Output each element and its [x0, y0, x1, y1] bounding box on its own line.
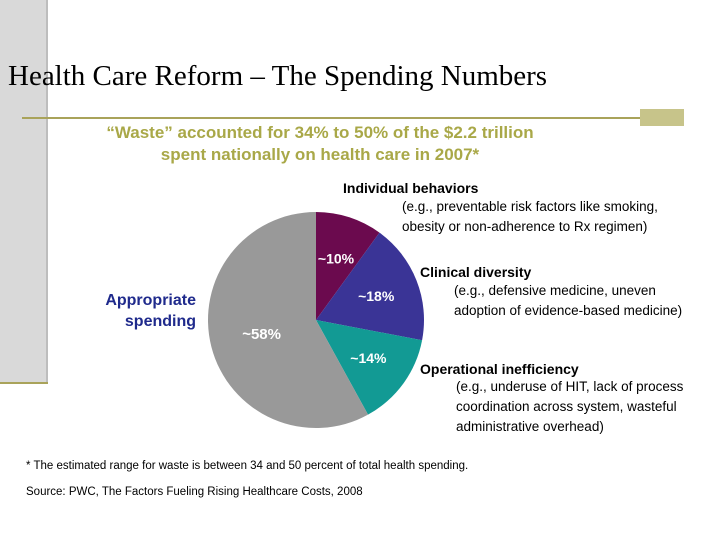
clinical-diversity-heading: Clinical diversity: [420, 264, 532, 280]
appropriate-label-line: spending: [124, 313, 196, 330]
pie-slice-clinical: [316, 232, 425, 341]
operational-desc-line: coordination across system, wasteful: [456, 399, 677, 414]
appropriate-label-line: Appropriate: [105, 292, 196, 309]
decorative-side-bar: [0, 0, 48, 384]
footnote: * The estimated range for waste is betwe…: [26, 460, 469, 472]
pie-label-operational: ~14%: [350, 350, 387, 366]
clinical-desc-line: (e.g., defensive medicine, uneven: [454, 283, 656, 298]
individual-behaviors-description: (e.g., preventable risk factors like smo…: [402, 197, 658, 237]
operational-inefficiency-heading: Operational inefficiency: [420, 361, 579, 377]
subtitle-line-2: spent nationally on health care in 2007*: [160, 145, 480, 164]
individual-desc-line: (e.g., preventable risk factors like smo…: [402, 199, 658, 214]
individual-behaviors-heading: Individual behaviors: [343, 180, 479, 196]
operational-desc-line: administrative overhead): [456, 419, 604, 434]
operational-inefficiency-description: (e.g., underuse of HIT, lack of process …: [456, 377, 683, 437]
title-rule: [22, 117, 642, 119]
pie-label-individual: ~10%: [318, 250, 355, 266]
appropriate-spending-label: Appropriate spending: [70, 290, 196, 332]
decorative-side-line: [0, 382, 48, 384]
slide-subtitle: “Waste” accounted for 34% to 50% of the …: [40, 122, 600, 166]
pie-label-appropriate: ~58%: [242, 326, 281, 343]
source-citation: Source: PWC, The Factors Fueling Rising …: [26, 486, 363, 498]
subtitle-line-1: “Waste” accounted for 34% to 50% of the …: [106, 123, 534, 142]
pie-slice-appropriate: [207, 212, 369, 428]
pie-slice-individual: [316, 212, 380, 320]
clinical-desc-line: adoption of evidence-based medicine): [454, 303, 683, 318]
individual-desc-line: obesity or non-adherence to Rx regimen): [402, 219, 648, 234]
pie-label-clinical: ~18%: [358, 288, 395, 304]
operational-desc-line: (e.g., underuse of HIT, lack of process: [456, 379, 684, 394]
clinical-diversity-description: (e.g., defensive medicine, uneven adopti…: [454, 281, 682, 321]
pie-slice-operational: [316, 320, 423, 415]
slide-title: Health Care Reform – The Spending Number…: [8, 60, 548, 92]
title-rule-accent: [640, 109, 684, 126]
